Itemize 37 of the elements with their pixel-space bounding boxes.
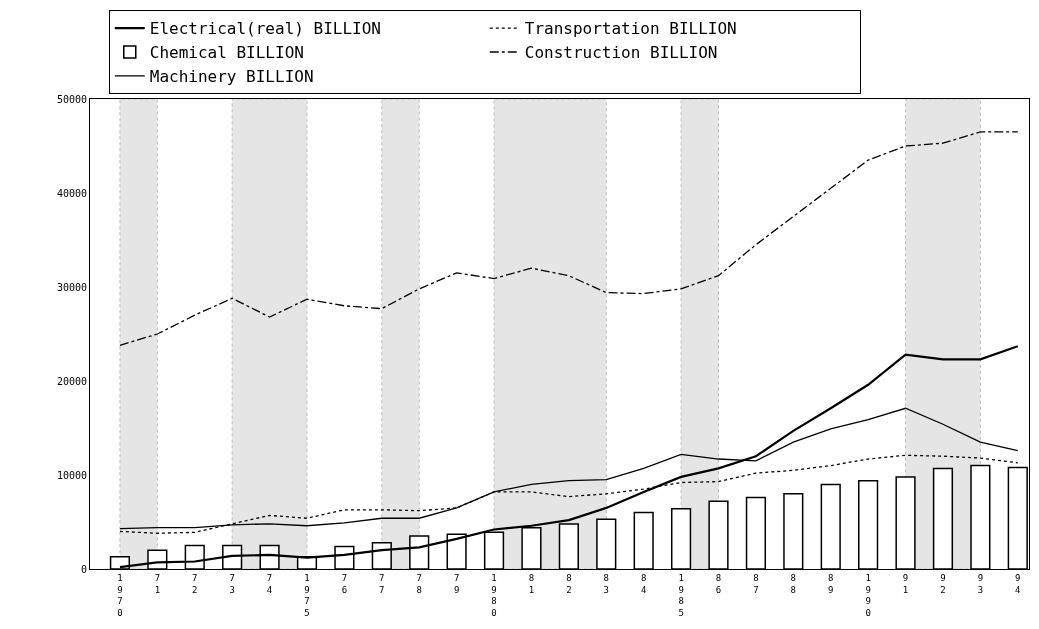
legend-label: Machinery BILLION — [149, 67, 314, 87]
y-tick-label: 40000 — [56, 187, 87, 199]
x-tick-label: 82 — [566, 572, 572, 595]
x-tick-label: 83 — [603, 572, 609, 595]
x-tick-label: 91 — [902, 572, 909, 595]
y-tick-label: 0 — [80, 563, 87, 575]
x-tick-label: 1990 — [865, 572, 871, 618]
y-tick-label: 10000 — [56, 469, 87, 481]
x-tick-label: 86 — [715, 572, 722, 595]
x-tick-label: 78 — [416, 572, 422, 595]
x-tick-label: 88 — [790, 572, 797, 595]
x-tick-label: 81 — [528, 572, 535, 595]
x-tick-label: 79 — [453, 572, 460, 595]
legend-label: Electrical(real) BILLION — [149, 19, 381, 39]
x-tick-label: 94 — [1015, 572, 1021, 595]
y-tick-label: 50000 — [56, 93, 87, 105]
x-tick-label: 89 — [828, 572, 834, 595]
y-tick-label: 30000 — [56, 281, 87, 293]
x-tick-label: 93 — [977, 572, 984, 595]
legend-label: Chemical BILLION — [149, 43, 304, 63]
x-tick-label: 71 — [154, 572, 161, 595]
x-tick-label: 72 — [192, 572, 198, 595]
x-tick-label: 84 — [640, 572, 647, 595]
x-tick-label: 74 — [266, 572, 273, 595]
y-tick-label: 20000 — [56, 375, 87, 387]
x-tick-label: 76 — [341, 572, 348, 595]
x-tick-label: 1975 — [304, 572, 310, 618]
x-tick-label: 92 — [940, 572, 946, 595]
x-tick-label: 1980 — [491, 572, 497, 618]
x-tick-label: 1970 — [117, 572, 123, 618]
line-series — [119, 131, 1019, 346]
x-tick-label: 73 — [229, 572, 235, 595]
legend-label: Transportation BILLION — [524, 19, 737, 39]
x-tick-label: 87 — [753, 572, 759, 595]
legend-label: Construction BILLION — [524, 43, 718, 63]
x-tick-label: 77 — [379, 572, 385, 595]
x-tick-label: 1985 — [678, 572, 684, 618]
